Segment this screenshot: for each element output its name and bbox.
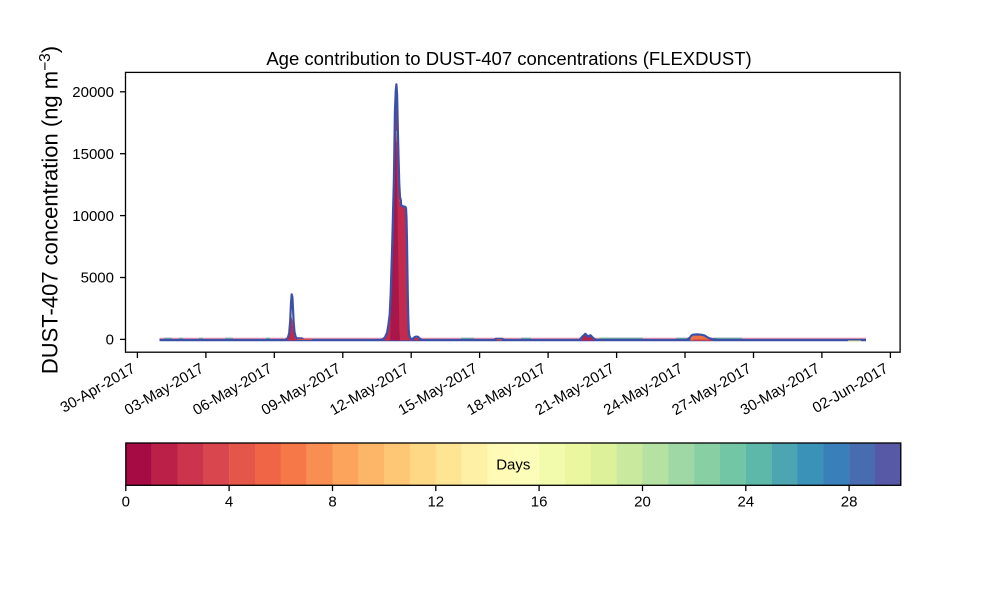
svg-text:0: 0: [106, 332, 114, 349]
svg-text:10000: 10000: [72, 208, 114, 225]
svg-text:5000: 5000: [81, 270, 114, 287]
svg-text:DUST-407 concentration (ng m−3: DUST-407 concentration (ng m−3): [37, 46, 63, 374]
svg-text:15000: 15000: [72, 146, 114, 163]
svg-text:20000: 20000: [72, 84, 114, 101]
svg-text:28: 28: [841, 493, 858, 510]
svg-text:20: 20: [634, 493, 651, 510]
svg-text:Days: Days: [496, 456, 530, 473]
svg-text:Age contribution to DUST-407 c: Age contribution to DUST-407 concentrati…: [266, 48, 751, 69]
svg-text:24: 24: [737, 493, 754, 510]
svg-text:16: 16: [531, 493, 548, 510]
svg-text:12: 12: [427, 493, 444, 510]
svg-text:8: 8: [328, 493, 336, 510]
svg-text:0: 0: [122, 493, 130, 510]
svg-text:4: 4: [225, 493, 233, 510]
